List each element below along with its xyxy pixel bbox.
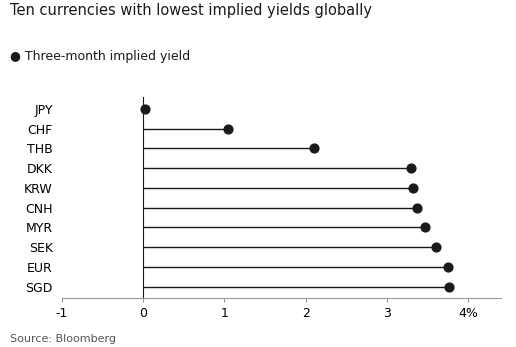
Point: [431, 244, 440, 250]
Point: [141, 106, 149, 112]
Point: [444, 264, 452, 270]
Text: Source: Bloomberg: Source: Bloomberg: [10, 333, 116, 344]
Text: ● Three-month implied yield: ● Three-month implied yield: [10, 50, 190, 63]
Point: [421, 225, 429, 230]
Point: [413, 205, 421, 210]
Point: [224, 126, 233, 132]
Point: [445, 284, 454, 289]
Point: [409, 185, 417, 191]
Point: [310, 146, 318, 151]
Text: Ten currencies with lowest implied yields globally: Ten currencies with lowest implied yield…: [10, 3, 373, 18]
Point: [407, 166, 415, 171]
